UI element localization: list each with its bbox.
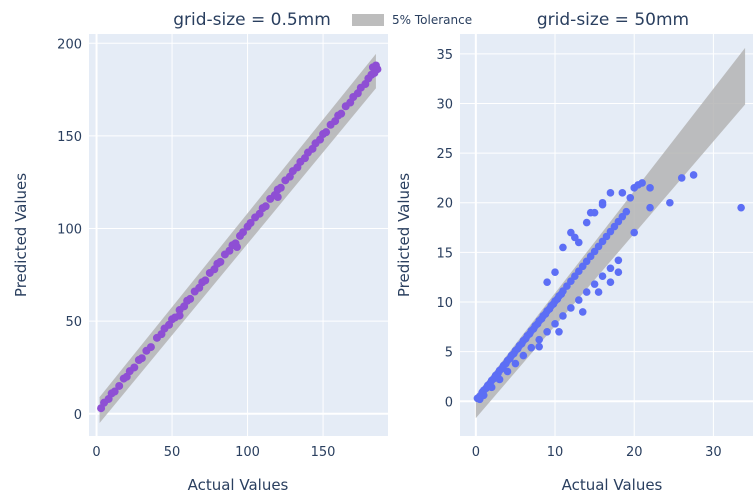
scatter-point: [487, 383, 496, 392]
subplot-title-right: grid-size = 50mm: [537, 10, 689, 30]
x-tick-label: 150: [311, 445, 336, 460]
scatter-point: [666, 198, 674, 207]
scatter-point: [551, 268, 559, 277]
scatter-point: [146, 343, 155, 352]
scatter-point: [606, 278, 615, 286]
scatter-point: [261, 202, 270, 211]
subplot-title-left: grid-size = 0.5mm: [173, 10, 331, 30]
x-axis-title-right: Actual Values: [562, 476, 663, 494]
scatter-point: [626, 193, 635, 202]
y-tick-label: 150: [57, 130, 82, 145]
scatter-point: [337, 109, 346, 118]
scatter-point: [630, 228, 639, 237]
y-tick-label: 100: [57, 223, 82, 238]
scatter-point: [115, 381, 124, 390]
x-tick-label: 50: [164, 445, 181, 460]
scatter-point: [186, 294, 195, 303]
scatter-point: [239, 228, 248, 237]
y-tick-label: 50: [65, 315, 82, 330]
x-axis-title-left: Actual Values: [188, 476, 289, 494]
scatter-point: [503, 367, 512, 376]
scatter-point: [646, 203, 654, 212]
scatter-point: [276, 183, 285, 192]
scatter-point: [527, 343, 536, 352]
tick-labels-right: 0 10 20 30 0 5 10 15 20 25 30 35: [436, 48, 721, 460]
y-tick-label: 200: [57, 37, 82, 52]
x-tick-label: 0: [92, 445, 100, 460]
scatter-point: [582, 288, 591, 296]
scatter-point: [638, 179, 646, 187]
tick-labels-left: 0 50 100 150 0 50 100 150 200: [57, 37, 335, 460]
subplot-right: 0 10 20 30 0 5 10 15 20 25 30 35 grid-size = 50mm A…: [395, 10, 753, 494]
scatter-point: [594, 288, 603, 296]
scatter-point: [689, 171, 698, 179]
x-tick-label: 10: [547, 445, 564, 460]
y-tick-label: 10: [436, 296, 453, 311]
scatter-point: [201, 276, 210, 285]
y-tick-label: 0: [445, 395, 453, 410]
scatter-point: [598, 272, 607, 280]
scatter-point: [535, 342, 543, 351]
scatter-points-right: [473, 171, 745, 404]
legend[interactable]: 5% Tolerance: [341, 8, 493, 34]
scatter-point: [535, 335, 543, 344]
scatter-point: [606, 189, 615, 197]
scatter-point: [551, 320, 559, 328]
y-tick-label: 20: [436, 197, 453, 212]
y-axis-title-right: Predicted Values: [395, 173, 413, 297]
legend-swatch: [352, 14, 384, 26]
y-tick-label: 5: [445, 346, 453, 361]
x-tick-label: 0: [472, 445, 480, 460]
scatter-point: [137, 354, 146, 363]
scatter-point: [614, 256, 623, 265]
scatter-point: [598, 200, 607, 209]
scatter-point: [273, 193, 282, 202]
scatter-point: [543, 278, 551, 286]
x-tick-label: 100: [235, 445, 260, 460]
scatter-point: [571, 233, 579, 242]
scatter-point: [590, 280, 599, 288]
scatter-point: [175, 311, 184, 320]
x-tick-label: 30: [705, 445, 722, 460]
y-axis-title-left: Predicted Values: [12, 173, 30, 297]
scatter-point: [559, 243, 567, 252]
y-tick-label: 25: [436, 147, 453, 162]
scatter-point: [232, 243, 241, 252]
scatter-point: [582, 218, 591, 227]
scatter-point: [246, 218, 255, 227]
y-tick-label: 15: [436, 246, 453, 261]
scatter-point: [110, 387, 119, 396]
scatter-point: [216, 257, 225, 266]
scatter-point: [614, 268, 623, 277]
y-tick-label: 30: [436, 97, 453, 112]
legend-label: 5% Tolerance: [392, 13, 472, 27]
scatter-point: [618, 189, 627, 197]
scatter-point: [511, 359, 520, 368]
scatter-point: [606, 264, 615, 273]
scatter-point: [646, 184, 654, 192]
scatter-point: [567, 304, 575, 312]
scatter-point: [578, 308, 587, 316]
scatter-point: [677, 174, 686, 182]
scatter-point: [479, 391, 488, 400]
scatter-point: [737, 203, 745, 212]
x-tick-label: 20: [626, 445, 643, 460]
scatter-point: [559, 312, 567, 320]
scatter-point: [130, 363, 139, 372]
scatter-point: [370, 68, 379, 77]
scatter-point: [543, 327, 551, 336]
scatter-point: [495, 375, 504, 384]
scatter-point: [574, 296, 583, 304]
scatter-point: [555, 327, 563, 336]
scatter-point: [586, 208, 595, 217]
scatter-point: [322, 128, 331, 137]
scatter-points-left: [97, 61, 382, 413]
y-tick-label: 35: [436, 48, 453, 63]
scatter-point: [622, 207, 631, 216]
scatter-point: [519, 351, 528, 360]
y-tick-label: 0: [74, 408, 82, 423]
